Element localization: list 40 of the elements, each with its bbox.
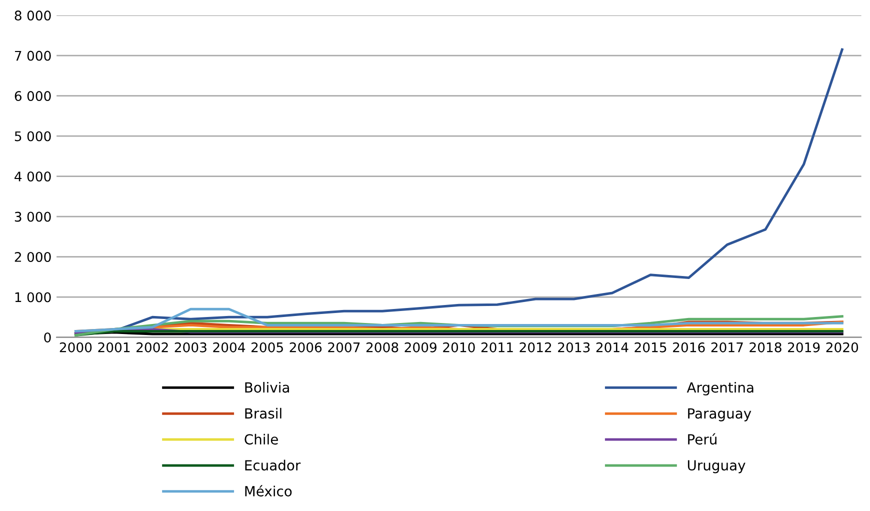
y-tick-label: 6 000 bbox=[14, 91, 51, 102]
x-tick-label: 2006 bbox=[290, 342, 322, 352]
y-tick-label: 3 000 bbox=[14, 212, 51, 222]
x-tick-label: 2015 bbox=[634, 342, 666, 352]
y-tick-label: 4 000 bbox=[14, 172, 51, 182]
legend-label: México bbox=[245, 485, 292, 496]
legend-label: Uruguay bbox=[688, 460, 746, 474]
x-tick-label: 2002 bbox=[136, 342, 168, 352]
x-tick-label: 2017 bbox=[711, 342, 743, 352]
legend-label: Perú bbox=[688, 433, 716, 445]
y-tick-label: 0 bbox=[44, 332, 51, 342]
x-tick-label: 2005 bbox=[251, 342, 283, 352]
legend-label: Chile bbox=[244, 434, 278, 445]
x-tick-label: 2012 bbox=[520, 342, 552, 352]
legend-label: Argentina bbox=[686, 382, 754, 396]
legend-label: Ecuador bbox=[245, 460, 301, 471]
x-tick-label: 2020 bbox=[826, 342, 858, 352]
x-tick-label: 2016 bbox=[673, 342, 705, 352]
line-series bbox=[74, 308, 844, 332]
x-tick-label: 2003 bbox=[174, 342, 206, 352]
legend-label: Paraguay bbox=[688, 408, 752, 422]
x-tick-label: 2014 bbox=[596, 342, 628, 352]
legend-label: Bolivia bbox=[245, 382, 289, 393]
x-tick-label: 2004 bbox=[213, 342, 246, 352]
y-tick-label: 8 000 bbox=[14, 10, 51, 21]
y-tick-label: 7 000 bbox=[15, 50, 51, 61]
x-tick-label: 2011 bbox=[481, 342, 513, 352]
x-tick-label: 2000 bbox=[60, 342, 92, 352]
y-tick-label: 5 000 bbox=[14, 131, 51, 142]
legend-label: Brasil bbox=[245, 408, 282, 419]
x-tick-label: 2001 bbox=[98, 342, 130, 352]
x-tick-label: 2018 bbox=[750, 342, 782, 352]
x-tick-label: 2007 bbox=[328, 342, 360, 352]
y-tick-label: 2 000 bbox=[14, 252, 51, 262]
x-tick-label: 2010 bbox=[443, 342, 475, 352]
x-tick-label: 2019 bbox=[788, 342, 820, 352]
x-tick-label: 2008 bbox=[366, 342, 398, 352]
x-tick-label: 2013 bbox=[558, 342, 590, 352]
x-tick-label: 2009 bbox=[404, 342, 436, 352]
y-tick-label: 1 000 bbox=[15, 292, 51, 302]
